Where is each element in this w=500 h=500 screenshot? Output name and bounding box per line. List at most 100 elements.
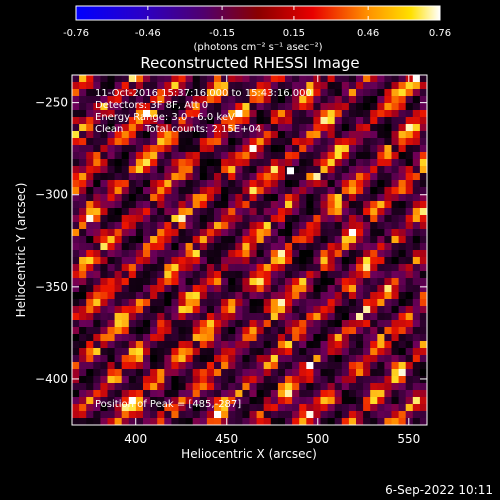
heatmap-cell	[143, 390, 151, 398]
heatmap-cell	[341, 159, 350, 167]
heatmap-cell	[242, 404, 250, 412]
heatmap-cell	[405, 411, 414, 419]
heatmap-cell	[171, 201, 179, 209]
heatmap-cell	[398, 313, 407, 321]
heatmap-cell	[377, 334, 385, 342]
heatmap-cell	[341, 117, 350, 125]
heatmap-cell	[242, 194, 250, 202]
heatmap-cell	[121, 145, 130, 153]
heatmap-cell	[143, 418, 151, 425]
heatmap-cell	[79, 96, 87, 104]
heatmap-cell	[128, 103, 137, 111]
heatmap-cell	[341, 376, 350, 384]
heatmap-cell	[121, 348, 130, 356]
heatmap-cell	[363, 292, 371, 300]
heatmap-cell	[178, 215, 186, 223]
heatmap-cell	[363, 173, 371, 181]
heatmap-cell	[150, 306, 158, 314]
heatmap-cell	[100, 355, 108, 363]
heatmap-cell	[348, 194, 357, 202]
heatmap-cell	[128, 418, 137, 425]
heatmap-cell	[256, 166, 265, 174]
heatmap-cell	[128, 173, 137, 181]
heatmap-cell	[299, 201, 307, 209]
heatmap-cell	[348, 250, 357, 258]
heatmap-cell	[185, 418, 194, 425]
heatmap-cell	[299, 138, 307, 146]
heatmap-cell	[356, 369, 364, 377]
heatmap-cell	[292, 376, 300, 384]
heatmap-cell	[107, 117, 115, 125]
heatmap-cell	[107, 187, 115, 195]
heatmap-cell	[185, 201, 194, 209]
heatmap-cell	[363, 320, 371, 328]
heatmap-cell	[256, 278, 265, 286]
y-tick-label: −300	[35, 188, 68, 202]
heatmap-cell	[384, 117, 392, 125]
heatmap-cell	[370, 250, 378, 258]
heatmap-cell	[135, 103, 144, 111]
heatmap-cell	[86, 201, 94, 209]
heatmap-cell	[363, 306, 371, 314]
heatmap-cell	[100, 103, 108, 111]
heatmap-cell	[214, 334, 222, 342]
heatmap-cell	[178, 229, 186, 237]
heatmap-cell	[256, 194, 265, 202]
heatmap-cell	[79, 236, 87, 244]
heatmap-cell	[391, 75, 399, 83]
heatmap-cell	[249, 236, 257, 244]
heatmap-cell	[114, 313, 123, 321]
heatmap-cell	[93, 215, 101, 223]
heatmap-cell	[93, 117, 101, 125]
heatmap-cell	[79, 376, 87, 384]
heatmap-cell	[277, 96, 286, 104]
heatmap-cell	[412, 103, 421, 111]
heatmap-cell	[214, 250, 222, 258]
heatmap-cell	[256, 341, 265, 349]
heatmap-cell	[171, 145, 179, 153]
heatmap-cell	[285, 201, 293, 209]
heatmap-cell	[363, 313, 371, 321]
heatmap-cell	[157, 243, 165, 251]
heatmap-cell	[419, 264, 427, 272]
heatmap-cell	[299, 75, 307, 83]
heatmap-cell	[327, 124, 336, 132]
heatmap-cell	[356, 404, 364, 412]
heatmap-cell	[270, 89, 279, 97]
heatmap-cell	[135, 411, 144, 419]
heatmap-cell	[412, 397, 421, 405]
heatmap-cell	[171, 334, 179, 342]
heatmap-cell	[79, 222, 87, 230]
heatmap-cell	[157, 222, 165, 230]
heatmap-cell	[221, 306, 229, 314]
heatmap-cell	[412, 418, 421, 425]
heatmap-cell	[199, 124, 208, 132]
heatmap-cell	[348, 173, 357, 181]
heatmap-cell	[270, 299, 279, 307]
heatmap-cell	[377, 131, 385, 139]
heatmap-cell	[334, 334, 343, 342]
heatmap-cell	[412, 355, 421, 363]
heatmap-cell	[86, 313, 94, 321]
heatmap-cell	[221, 355, 229, 363]
heatmap-cell	[150, 131, 158, 139]
heatmap-cell	[256, 89, 265, 97]
heatmap-cell	[412, 222, 421, 230]
heatmap-cell	[107, 257, 115, 265]
heatmap-cell	[299, 222, 307, 230]
heatmap-cell	[412, 257, 421, 265]
heatmap-cell	[242, 145, 250, 153]
heatmap-cell	[405, 194, 414, 202]
heatmap-cell	[377, 257, 385, 265]
heatmap-cell	[292, 75, 300, 83]
heatmap-cell	[72, 173, 80, 181]
heatmap-cell	[221, 250, 229, 258]
heatmap-cell	[128, 145, 137, 153]
heatmap-cell	[299, 117, 307, 125]
heatmap-cell	[370, 180, 378, 188]
heatmap-cell	[249, 194, 257, 202]
heatmap-cell	[356, 124, 364, 132]
heatmap-cell	[306, 243, 314, 251]
heatmap-cell	[221, 82, 229, 90]
heatmap-cell	[100, 96, 108, 104]
